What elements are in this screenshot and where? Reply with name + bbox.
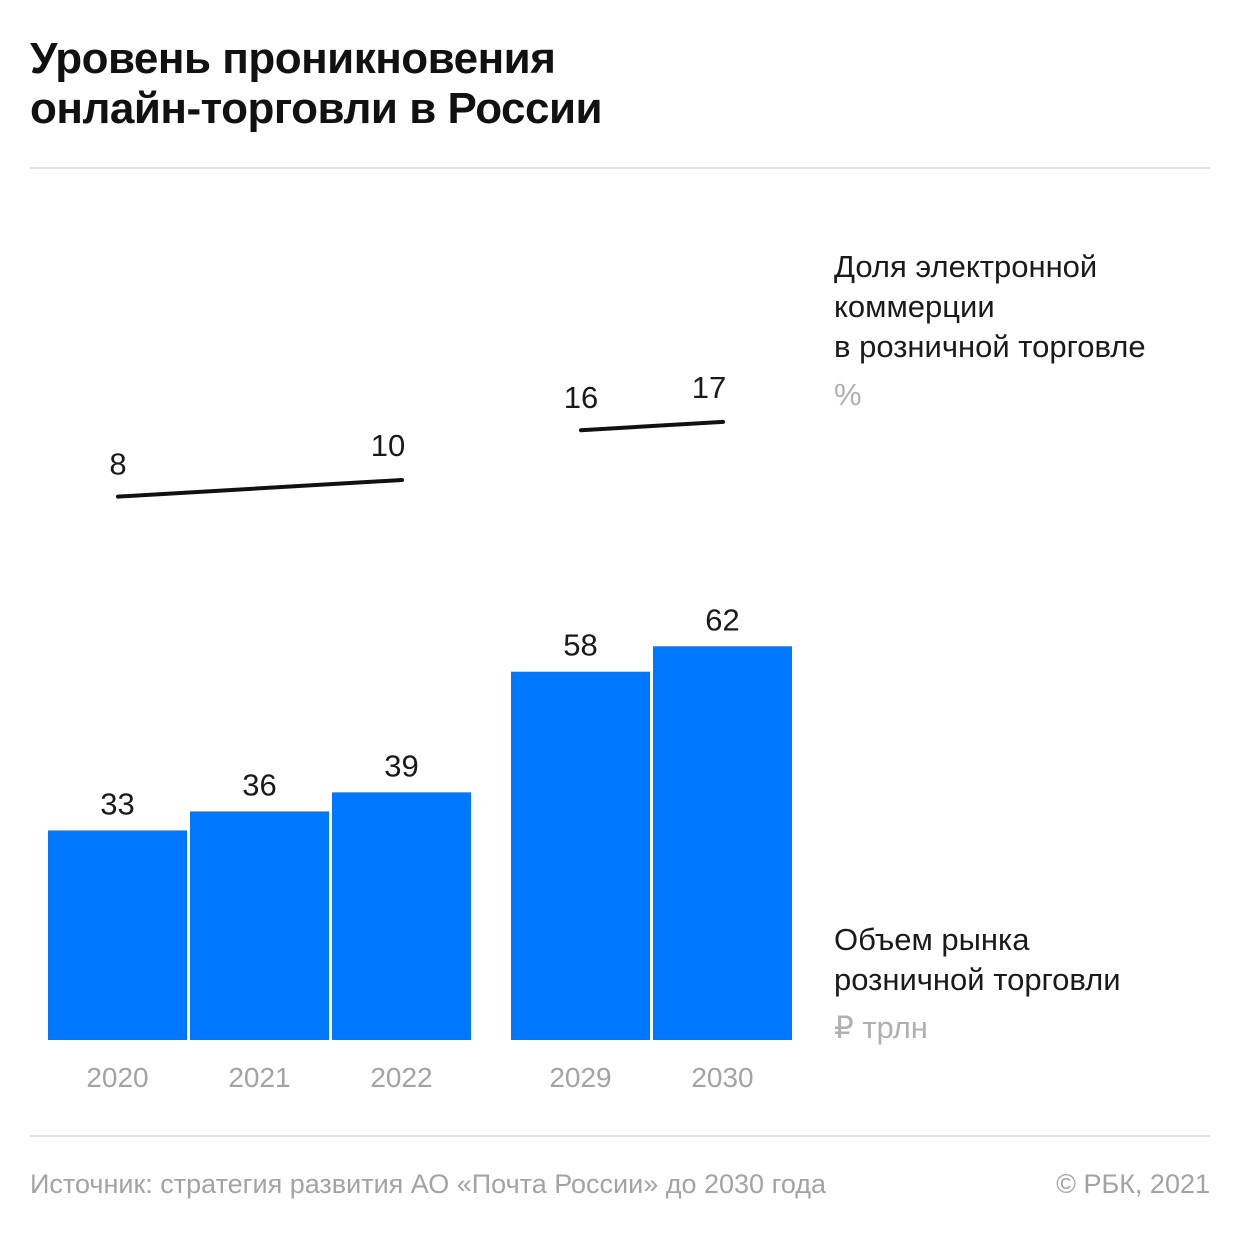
share-value-label-2022: 10 bbox=[371, 428, 405, 463]
bottom-divider bbox=[30, 1135, 1210, 1137]
bar-2020 bbox=[48, 830, 187, 1040]
bar-value-label-2030: 62 bbox=[705, 602, 739, 637]
bar-value-label-2021: 36 bbox=[242, 767, 276, 802]
bar-legend-label-2: розничной торговли bbox=[834, 962, 1121, 997]
x-tick-label-2022: 2022 bbox=[370, 1062, 432, 1093]
chart-title-line-2: онлайн-торговли в России bbox=[30, 84, 603, 133]
share-value-label-2020: 8 bbox=[109, 447, 126, 482]
line-series-legend: Доля электронной коммерции в розничной т… bbox=[834, 247, 1146, 415]
line-legend-label-3: в розничной торговле bbox=[834, 329, 1146, 364]
bar-2022 bbox=[332, 792, 471, 1040]
bar-legend-label-1: Объем рынка bbox=[834, 922, 1030, 957]
x-tick-label-2029: 2029 bbox=[549, 1062, 611, 1093]
share-line-segment-1 bbox=[116, 478, 404, 499]
line-legend-label-1: Доля электронной bbox=[834, 249, 1098, 284]
source-note: Источник: стратегия развития АО «Почта Р… bbox=[30, 1169, 827, 1199]
bar-series-legend: Объем рынка розничной торговли ₽ трлн bbox=[834, 920, 1121, 1048]
chart-title: Уровень проникновения онлайн-торговли в … bbox=[30, 34, 1180, 134]
copyright: © РБК, 2021 bbox=[1056, 1169, 1210, 1199]
chart-title-line-1: Уровень проникновения bbox=[30, 34, 556, 83]
x-tick-label-2021: 2021 bbox=[228, 1062, 290, 1093]
line-legend-unit: % bbox=[834, 377, 862, 412]
share-value-label-2029: 16 bbox=[564, 380, 598, 415]
bar-value-label-2020: 33 bbox=[100, 786, 134, 821]
bar-2030 bbox=[653, 646, 792, 1040]
bar-legend-unit: ₽ трлн bbox=[834, 1010, 928, 1045]
top-divider bbox=[30, 167, 1210, 169]
line-legend-label-2: коммерции bbox=[834, 289, 995, 324]
bar-2021 bbox=[190, 811, 329, 1040]
x-tick-label-2030: 2030 bbox=[691, 1062, 753, 1093]
share-line-segment-2 bbox=[579, 419, 725, 433]
bar-2029 bbox=[511, 671, 650, 1040]
x-tick-label-2020: 2020 bbox=[86, 1062, 148, 1093]
share-value-label-2030: 17 bbox=[692, 370, 726, 405]
bar-value-label-2029: 58 bbox=[563, 628, 597, 663]
bar-value-label-2022: 39 bbox=[384, 748, 418, 783]
